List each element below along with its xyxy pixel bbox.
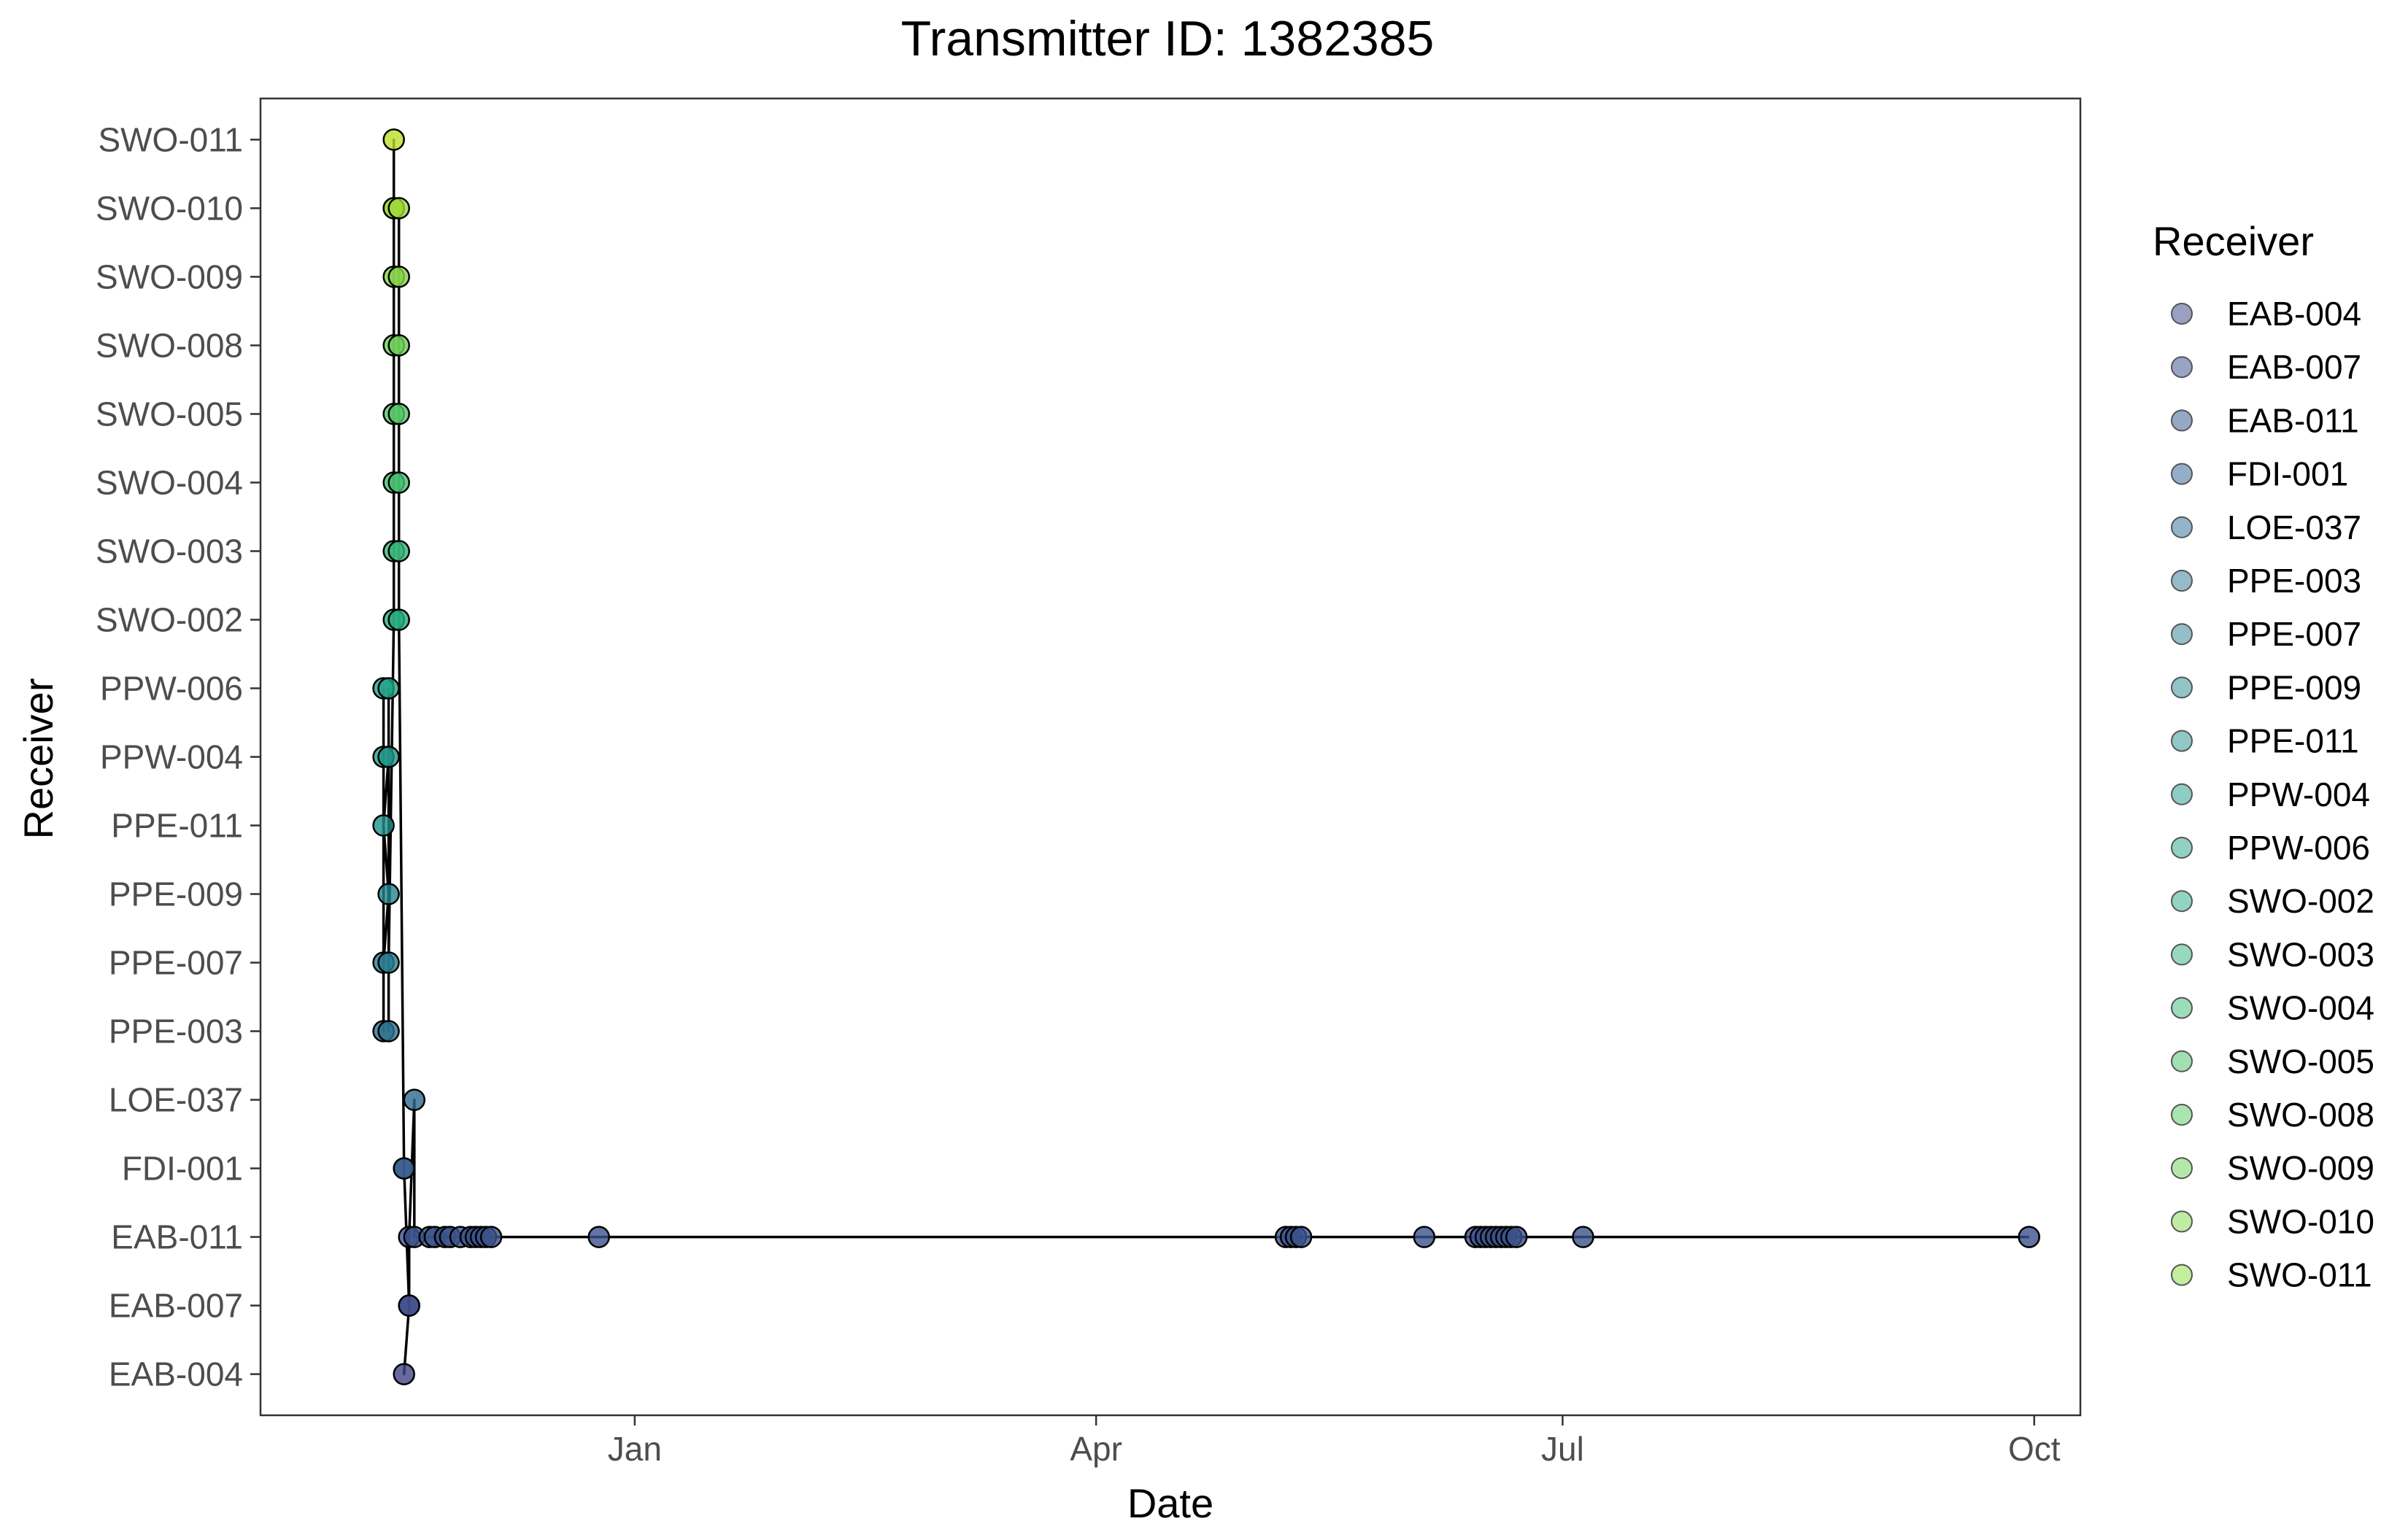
detection-point-swo-011: [382, 128, 405, 151]
detection-point-swo-004: [387, 471, 410, 494]
y-tick-label: SWO-002: [96, 600, 243, 638]
legend-key-ppe-003: [2171, 570, 2193, 592]
legend: Receiver EAB-004 EAB-007 EAB-011 FDI-001 LOE…: [2153, 218, 2374, 1294]
y-tick-label: FDI-001: [122, 1150, 243, 1188]
legend-label: PPE-003: [2227, 562, 2361, 600]
detection-point-eab-011: [1289, 1226, 1313, 1248]
detection-point-swo-010: [387, 197, 410, 220]
x-tick-label: Oct: [2008, 1430, 2061, 1468]
x-axis: Jan Apr Jul Oct: [608, 1415, 2061, 1468]
legend-label: EAB-004: [2227, 295, 2361, 333]
legend-key-swo-009: [2171, 1157, 2193, 1180]
legend-label: PPE-009: [2227, 668, 2361, 706]
detection-point-swo-003: [387, 540, 410, 562]
detection-point-eab-011: [479, 1226, 503, 1248]
legend-label: PPE-011: [2227, 722, 2359, 760]
legend-key-ppe-011: [2171, 730, 2193, 752]
legend-label: EAB-011: [2227, 401, 2359, 439]
y-tick-label: SWO-004: [96, 463, 243, 501]
legend-label: SWO-002: [2227, 882, 2374, 920]
y-tick-label: EAB-011: [111, 1218, 243, 1256]
detection-point-loe-037: [403, 1088, 426, 1111]
legend-label: PPE-007: [2227, 615, 2361, 653]
legend-label: SWO-004: [2227, 989, 2374, 1027]
legend-key-swo-010: [2171, 1210, 2193, 1233]
legend-key-ppe-009: [2171, 676, 2193, 699]
legend-key-eab-007: [2171, 356, 2193, 379]
legend-key-ppw-006: [2171, 837, 2193, 859]
detection-point-eab-011: [1572, 1226, 1594, 1248]
legend-key-swo-005: [2171, 1050, 2193, 1072]
detection-point-eab-011: [1505, 1226, 1528, 1248]
y-axis-title: Receiver: [15, 678, 61, 840]
legend-key-ppe-007: [2171, 623, 2193, 646]
x-tick-label: Apr: [1070, 1430, 1122, 1468]
detection-point-eab-007: [398, 1294, 420, 1317]
legend-label: SWO-008: [2227, 1096, 2374, 1134]
legend-key-swo-002: [2171, 890, 2193, 913]
y-tick-label: SWO-008: [96, 326, 243, 364]
y-tick-label: EAB-007: [109, 1287, 243, 1325]
legend-label: SWO-003: [2227, 935, 2374, 973]
legend-key-swo-011: [2171, 1264, 2193, 1286]
legend-label: SWO-005: [2227, 1042, 2374, 1080]
chart-title: Transmitter ID: 1382385: [901, 11, 1435, 66]
detection-point-eab-011: [587, 1226, 610, 1248]
legend-label: PPW-006: [2227, 829, 2370, 867]
legend-label: SWO-010: [2227, 1202, 2374, 1240]
y-tick-label: SWO-010: [96, 189, 243, 227]
detection-point-fdi-001: [393, 1157, 415, 1180]
detection-point-ppw-004: [377, 746, 400, 768]
detection-point-swo-005: [387, 403, 410, 425]
detection-point-swo-009: [387, 266, 410, 288]
legend-label: LOE-037: [2227, 508, 2361, 546]
y-tick-label: SWO-005: [96, 395, 243, 433]
legend-label: PPW-004: [2227, 775, 2370, 813]
y-tick-label: PPE-007: [109, 944, 243, 982]
y-tick-label: PPW-006: [100, 669, 243, 707]
y-tick-label: PPE-003: [109, 1013, 243, 1051]
legend-title: Receiver: [2153, 218, 2314, 264]
detection-point-ppe-003: [377, 1020, 400, 1042]
legend-key-fdi-001: [2171, 463, 2193, 485]
detection-point-ppe-011: [372, 814, 395, 837]
plot-area: [372, 128, 2040, 1385]
legend-label: EAB-007: [2227, 348, 2361, 386]
detection-point-eab-011: [2018, 1226, 2040, 1248]
legend-key-loe-037: [2171, 516, 2193, 538]
detection-point-ppw-006: [377, 677, 400, 700]
legend-key-swo-008: [2171, 1104, 2193, 1126]
y-tick-label: SWO-009: [96, 258, 243, 295]
y-tick-label: SWO-011: [98, 120, 243, 158]
detection-point-eab-011: [1413, 1226, 1436, 1248]
y-tick-label: EAB-004: [109, 1355, 243, 1393]
y-tick-label: SWO-003: [96, 532, 243, 570]
y-axis: EAB-004 EAB-007 EAB-011 FDI-001 LOE-037 PPE-0…: [96, 120, 261, 1393]
legend-label: FDI-001: [2227, 455, 2348, 493]
detection-point-ppe-009: [377, 883, 400, 905]
legend-key-swo-004: [2171, 997, 2193, 1019]
detection-point-eab-004: [393, 1363, 415, 1385]
legend-key-swo-003: [2171, 943, 2193, 966]
detection-point-swo-002: [387, 608, 410, 631]
y-tick-label: PPE-011: [111, 807, 243, 845]
y-tick-label: PPE-009: [109, 875, 243, 913]
x-axis-title: Date: [1127, 1480, 1213, 1526]
legend-key-eab-011: [2171, 409, 2193, 432]
legend-label: SWO-009: [2227, 1149, 2374, 1187]
legend-label: SWO-011: [2227, 1256, 2372, 1294]
y-tick-label: LOE-037: [109, 1081, 243, 1119]
legend-key-ppw-004: [2171, 783, 2193, 805]
legend-key-eab-004: [2171, 303, 2193, 325]
detection-point-swo-008: [387, 334, 410, 357]
y-tick-label: PPW-004: [100, 738, 243, 776]
x-tick-label: Jul: [1541, 1430, 1584, 1468]
x-tick-label: Jan: [608, 1430, 662, 1468]
detection-point-ppe-007: [377, 951, 400, 974]
